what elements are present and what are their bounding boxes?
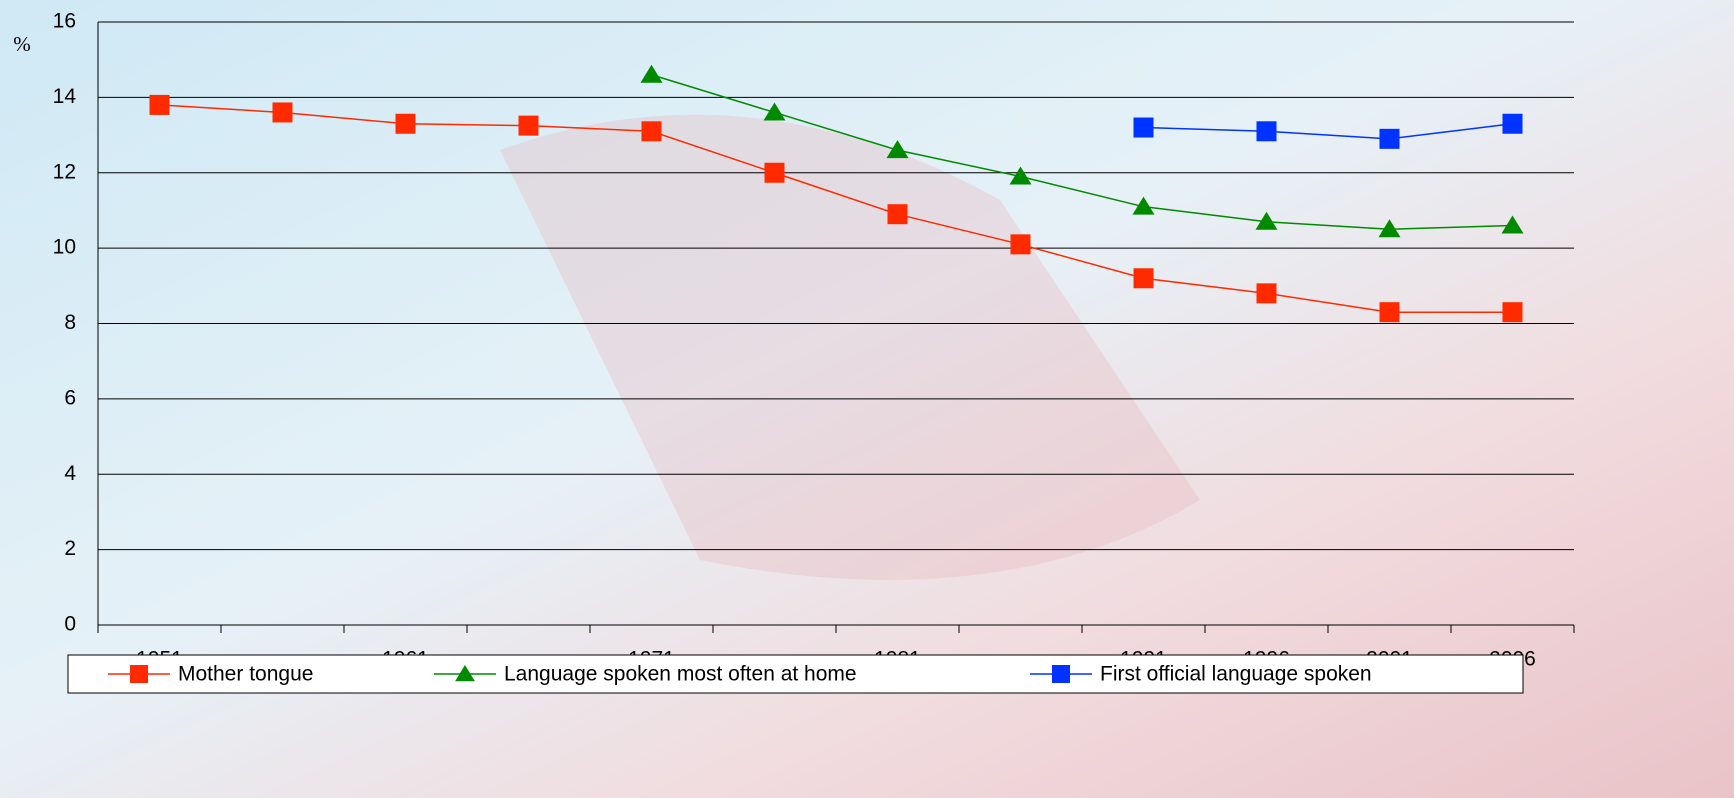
y-tick-label: 10 (53, 236, 76, 259)
y-tick-label: 8 (64, 311, 76, 334)
marker (1380, 129, 1400, 149)
y-tick-label: 14 (53, 85, 77, 108)
y-tick-label: 2 (64, 537, 76, 560)
y-tick-label: 4 (64, 462, 76, 485)
marker (888, 204, 908, 224)
marker (1134, 268, 1154, 288)
y-tick-label: 12 (53, 160, 76, 183)
marker (273, 102, 293, 122)
marker (642, 121, 662, 141)
marker (1011, 234, 1031, 254)
marker (130, 665, 148, 683)
y-tick-label: 0 (64, 613, 76, 636)
marker (1134, 118, 1154, 138)
legend-label: First official language spoken (1100, 663, 1372, 686)
marker (1257, 121, 1277, 141)
y-unit: % (13, 32, 31, 56)
legend-label: Mother tongue (178, 663, 313, 686)
y-tick-label: 16 (53, 10, 76, 33)
marker (1052, 665, 1070, 683)
marker (1257, 283, 1277, 303)
marker (519, 116, 539, 136)
page: {"chart_data": {"type": "line", "y_unit"… (0, 0, 1734, 798)
y-tick-label: 6 (64, 386, 76, 409)
marker (1503, 114, 1523, 134)
chart: % 02468101214161951196119711981199119962… (0, 0, 1734, 798)
marker (1380, 302, 1400, 322)
marker (765, 163, 785, 183)
marker (1503, 302, 1523, 322)
marker (396, 114, 416, 134)
marker (150, 95, 170, 115)
legend-label: Language spoken most often at home (504, 663, 857, 686)
